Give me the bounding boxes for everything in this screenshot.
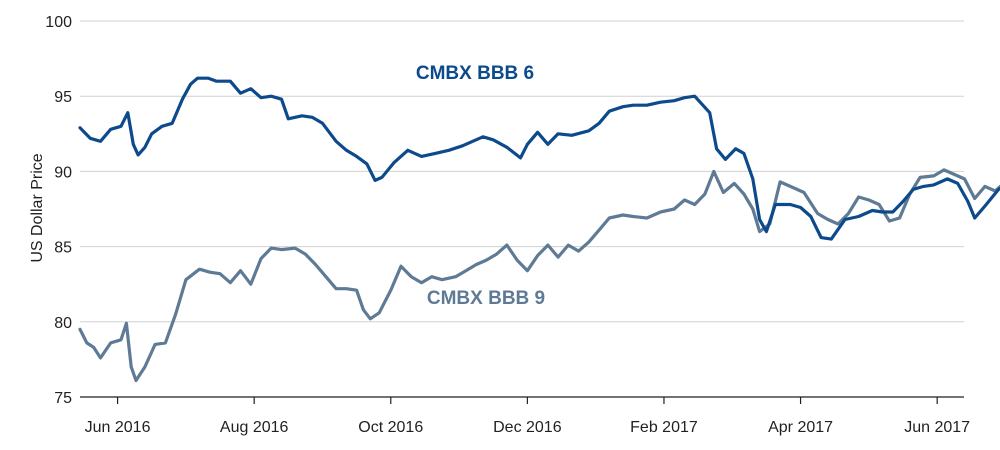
y-tick-label: 85 <box>54 240 72 257</box>
series-label-cmbx-bbb-9: CMBX BBB 9 <box>427 288 545 309</box>
x-tick-label: Jun 2016 <box>85 419 151 436</box>
y-tick-label: 95 <box>54 89 72 106</box>
x-tick-label: Jun 2017 <box>904 419 970 436</box>
y-axis-title: US Dollar Price <box>29 153 46 262</box>
y-tick-label: 90 <box>54 164 72 181</box>
x-tick-label: Feb 2017 <box>630 419 698 436</box>
y-axis-ticks: 75 80 85 90 95 100 <box>45 14 72 407</box>
y-tick-label: 75 <box>54 390 72 407</box>
y-tick-label: 100 <box>45 14 72 31</box>
x-tick-label: Dec 2016 <box>493 419 562 436</box>
grid-lines <box>80 20 964 323</box>
series-line-cmbx-bbb-9 <box>78 168 1000 383</box>
series-lines <box>78 76 1000 383</box>
x-tick-label: Aug 2016 <box>220 419 289 436</box>
x-tick-label: Apr 2017 <box>768 419 833 436</box>
x-axis: Jun 2016 Aug 2016 Oct 2016 Dec 2016 Feb 2017… <box>80 396 970 436</box>
y-tick-label: 80 <box>54 315 72 332</box>
series-label-cmbx-bbb-6: CMBX BBB 6 <box>416 63 534 84</box>
series-line-cmbx-bbb-6 <box>78 76 1000 241</box>
x-tick-label: Oct 2016 <box>358 419 423 436</box>
